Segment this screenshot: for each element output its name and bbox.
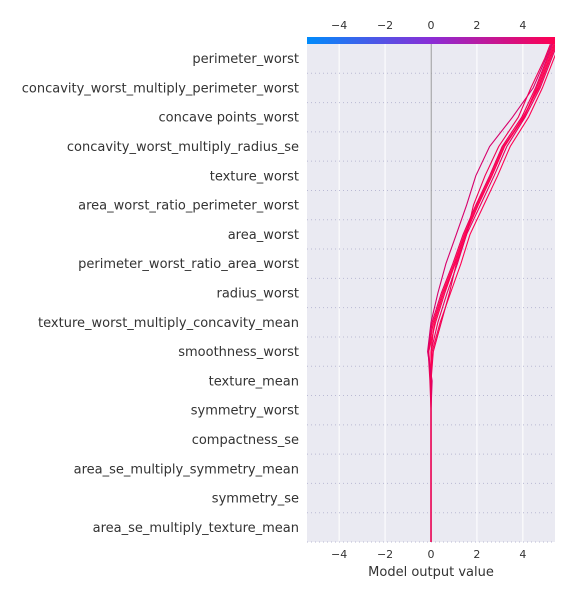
top-tick-label: 0 — [428, 19, 435, 32]
feature-label: radius_worst — [217, 287, 300, 302]
decision-line — [430, 44, 551, 542]
feature-label: concavity_worst_multiply_perimeter_worst — [22, 81, 299, 96]
bottom-axis: −4 −2 0 2 4 — [331, 548, 526, 561]
feature-labels: perimeter_worst concavity_worst_multiply_… — [22, 52, 299, 536]
top-tick-label: 2 — [473, 19, 480, 32]
feature-label: concavity_worst_multiply_radius_se — [67, 140, 299, 155]
feature-label: area_se_multiply_texture_mean — [93, 521, 299, 536]
top-tick-label: −2 — [377, 19, 393, 32]
feature-label: area_worst — [228, 228, 299, 243]
x-tick-label: −2 — [377, 548, 393, 561]
feature-label: symmetry_se — [212, 492, 299, 507]
x-tick-label: −4 — [331, 548, 347, 561]
feature-label: symmetry_worst — [191, 404, 299, 419]
feature-label: smoothness_worst — [178, 345, 299, 360]
feature-label: area_se_multiply_symmetry_mean — [74, 462, 299, 477]
feature-label: concave points_worst — [158, 111, 299, 126]
top-tick-label: −4 — [331, 19, 347, 32]
feature-label: perimeter_worst — [192, 52, 299, 67]
feature-label: area_worst_ratio_perimeter_worst — [78, 199, 299, 214]
feature-label: texture_worst — [210, 169, 299, 184]
top-axis: −4 −2 0 2 4 — [331, 19, 526, 32]
feature-label: texture_mean — [209, 374, 299, 389]
feature-label: perimeter_worst_ratio_area_worst — [78, 257, 299, 272]
x-tick-label: 4 — [519, 548, 526, 561]
feature-label: texture_worst_multiply_concavity_mean — [38, 316, 299, 331]
feature-label: compactness_se — [192, 433, 299, 448]
colorbar — [307, 37, 555, 44]
x-tick-label: 2 — [473, 548, 480, 561]
top-tick-label: 4 — [519, 19, 526, 32]
x-axis-title: Model output value — [368, 565, 494, 580]
decision-lines — [427, 44, 555, 542]
x-tick-label: 0 — [428, 548, 435, 561]
